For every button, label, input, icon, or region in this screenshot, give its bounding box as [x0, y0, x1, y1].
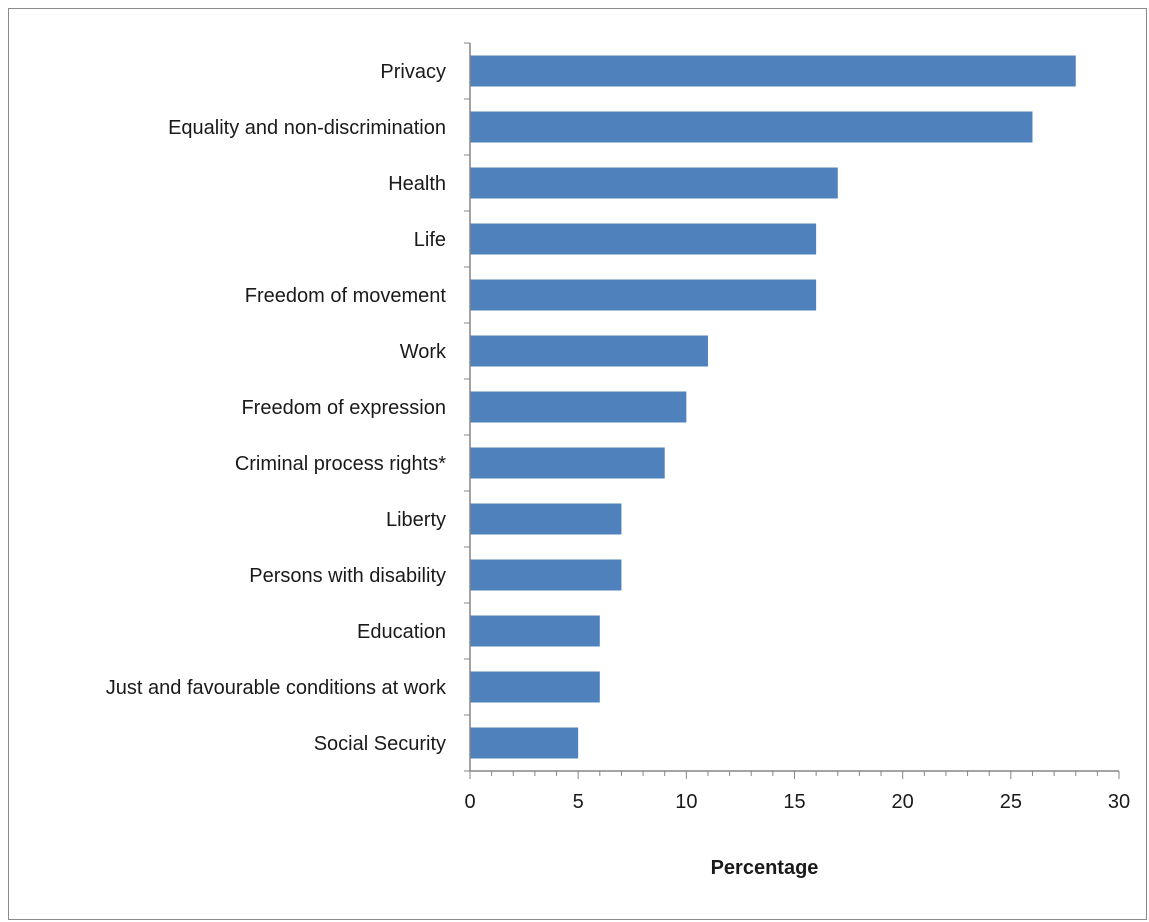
- category-label: Education: [357, 621, 446, 643]
- x-tick-label: 0: [464, 791, 475, 813]
- bar-work: [470, 335, 708, 367]
- category-label: Work: [400, 341, 447, 363]
- x-tick-label: 10: [675, 791, 697, 813]
- bar-health: [470, 167, 838, 199]
- bar-education: [470, 615, 600, 647]
- category-label: Freedom of movement: [245, 285, 447, 307]
- bar-persons-with-disability: [470, 559, 622, 591]
- bar-social-security: [470, 727, 579, 759]
- category-label: Privacy: [380, 61, 446, 83]
- category-label: Life: [414, 229, 446, 251]
- bar-equality-and-non-discrimination: [470, 111, 1033, 143]
- category-label: Persons with disability: [249, 565, 446, 587]
- tick-labels: 0 5 10 15 20 25 30: [464, 791, 1130, 813]
- category-label: Health: [388, 173, 446, 195]
- category-label: Freedom of expression: [241, 397, 446, 419]
- x-tick-label: 30: [1108, 791, 1130, 813]
- bar-criminal-process-rights: [470, 447, 665, 479]
- x-tick-label: 15: [783, 791, 805, 813]
- bar-freedom-of-movement: [470, 279, 817, 311]
- x-tick-label: 25: [1000, 791, 1022, 813]
- x-tick-label: 20: [892, 791, 914, 813]
- category-label: Criminal process rights*: [235, 453, 446, 475]
- category-label: Social Security: [314, 733, 446, 755]
- bar-freedom-of-expression: [470, 391, 687, 423]
- category-labels: Privacy Equality and non-discrimination He…: [106, 61, 447, 755]
- bar-privacy: [470, 55, 1076, 87]
- bar-life: [470, 223, 817, 255]
- x-axis-title: Percentage: [711, 857, 819, 879]
- bars-group: [470, 55, 1076, 759]
- category-label: Liberty: [386, 509, 446, 531]
- category-label: Equality and non-discrimination: [168, 117, 446, 139]
- axes-group: [464, 42, 1120, 779]
- bar-just-and-favourable-conditions-at-work: [470, 671, 600, 703]
- category-label: Just and favourable conditions at work: [106, 677, 447, 699]
- bar-liberty: [470, 503, 622, 535]
- x-tick-label: 5: [573, 791, 584, 813]
